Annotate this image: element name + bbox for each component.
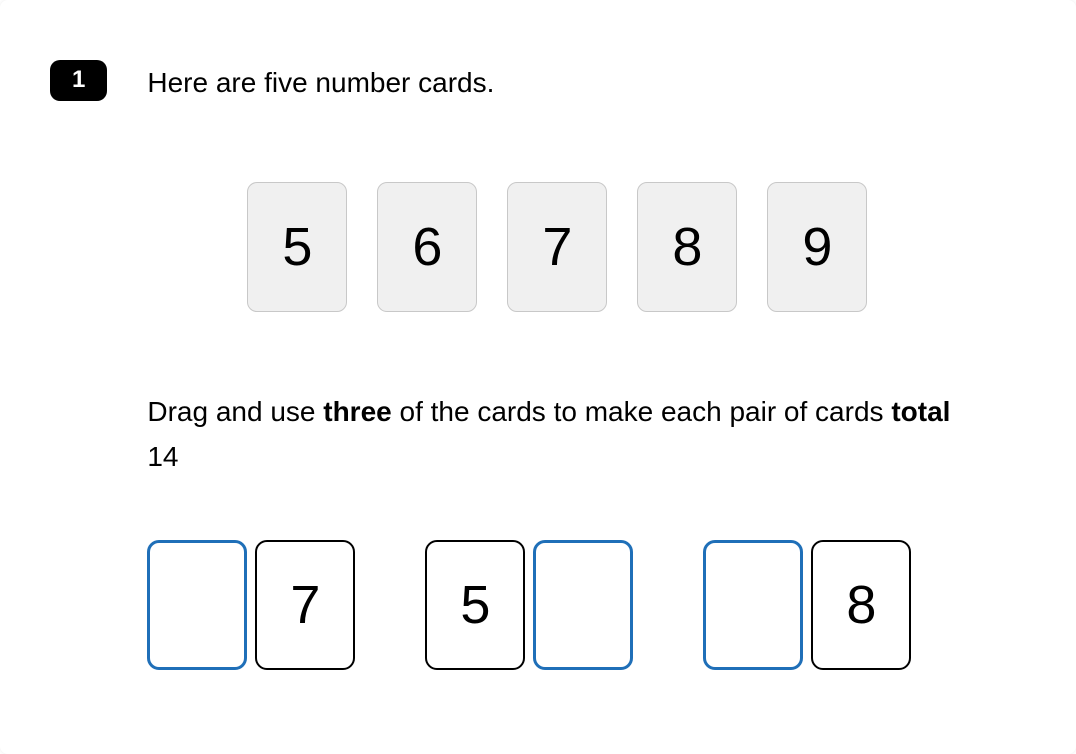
- header-row: 1 Here are five number cards. 5 6 7 8 9 …: [50, 60, 1026, 670]
- drop-slot-3[interactable]: [703, 540, 803, 670]
- instruction-part-mid: of the cards to make each pair of cards: [392, 396, 892, 427]
- intro-text: Here are five number cards.: [147, 62, 1026, 104]
- instruction-part-bold1: three: [323, 396, 391, 427]
- fixed-card-7: 7: [255, 540, 355, 670]
- source-cards-row: 5 6 7 8 9: [247, 182, 1026, 312]
- answer-pair-1: 7: [147, 540, 355, 670]
- question-number-badge: 1: [50, 60, 107, 101]
- drop-slot-1[interactable]: [147, 540, 247, 670]
- fixed-card-5: 5: [425, 540, 525, 670]
- question-card: 1 Here are five number cards. 5 6 7 8 9 …: [0, 0, 1076, 754]
- instruction-text: Drag and use three of the cards to make …: [147, 390, 967, 480]
- answer-row: 7 5 8: [147, 540, 1026, 670]
- answer-pair-2: 5: [425, 540, 633, 670]
- fixed-card-8: 8: [811, 540, 911, 670]
- content-column: Here are five number cards. 5 6 7 8 9 Dr…: [147, 60, 1026, 670]
- answer-pair-3: 8: [703, 540, 911, 670]
- instruction-part-bold2: total: [891, 396, 950, 427]
- drop-slot-2[interactable]: [533, 540, 633, 670]
- source-card-6[interactable]: 6: [377, 182, 477, 312]
- source-card-9[interactable]: 9: [767, 182, 867, 312]
- instruction-part-pre: Drag and use: [147, 396, 323, 427]
- source-card-8[interactable]: 8: [637, 182, 737, 312]
- instruction-part-post: 14: [147, 441, 178, 472]
- source-card-7[interactable]: 7: [507, 182, 607, 312]
- source-card-5[interactable]: 5: [247, 182, 347, 312]
